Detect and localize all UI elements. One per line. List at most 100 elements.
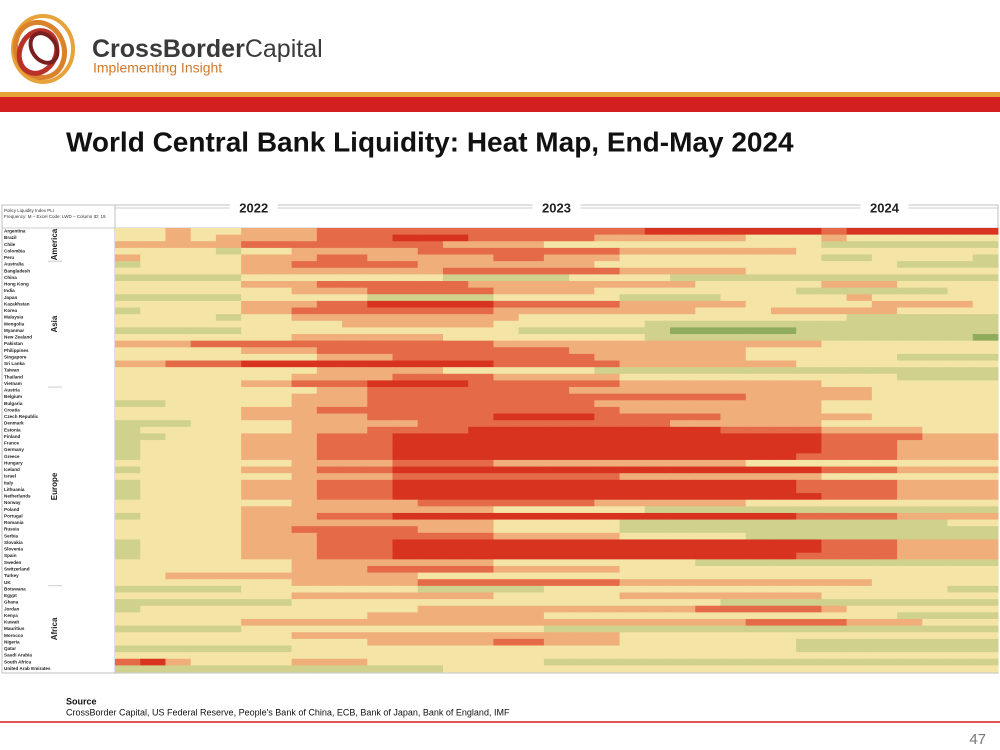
heat-cell <box>442 281 469 289</box>
heat-cell <box>291 658 318 666</box>
heat-cell <box>745 267 772 275</box>
heat-cell <box>745 380 772 388</box>
heat-cell <box>947 234 974 242</box>
heat-cell <box>594 532 620 540</box>
heat-cell <box>720 592 747 600</box>
heat-cell <box>871 314 898 322</box>
heat-cell <box>468 413 494 421</box>
heat-cell <box>821 618 848 627</box>
heat-cell <box>140 274 166 282</box>
heat-cell <box>115 466 141 474</box>
heat-cell <box>140 426 166 434</box>
heat-cell <box>569 353 595 361</box>
heat-cell <box>846 532 873 540</box>
heat-cell <box>468 406 494 414</box>
heat-cell <box>796 559 822 567</box>
heat-cell <box>745 440 772 448</box>
heat-cell <box>770 347 797 355</box>
heat-cell <box>215 572 242 580</box>
heat-cell <box>796 241 822 249</box>
heat-cell <box>821 632 848 640</box>
heat-cell <box>417 261 444 269</box>
heat-cell <box>569 625 595 633</box>
heat-cell <box>670 267 696 275</box>
heat-cell <box>140 327 166 335</box>
heat-cell <box>115 440 141 448</box>
heat-cell <box>720 433 747 441</box>
heat-cell <box>316 413 343 421</box>
heat-cell <box>165 499 192 507</box>
heat-cell <box>140 585 166 593</box>
heat-cell <box>720 526 747 534</box>
heat-cell <box>316 247 343 255</box>
heat-cell <box>871 572 898 580</box>
heat-cell <box>695 420 721 428</box>
heat-cell <box>720 380 747 388</box>
heat-cell <box>543 632 570 640</box>
row-label: Slovakia <box>4 540 23 545</box>
heat-cell <box>468 552 494 560</box>
heat-cell <box>619 247 646 255</box>
heat-cell <box>518 652 545 660</box>
heat-cell <box>770 433 797 441</box>
heat-cell <box>619 294 646 302</box>
heat-cell <box>619 466 646 474</box>
heat-cell <box>594 592 620 600</box>
heat-cell <box>972 612 999 620</box>
heat-cell <box>796 585 822 593</box>
heat-cell <box>922 579 948 587</box>
heat-cell <box>392 572 419 580</box>
heat-cell <box>367 274 393 282</box>
heat-cell <box>922 466 948 474</box>
heat-cell <box>165 565 192 573</box>
heat-cell <box>594 294 620 302</box>
heat-cell <box>947 433 974 441</box>
heat-cell <box>442 327 469 335</box>
heat-cell <box>796 254 822 262</box>
row-label: Egypt <box>4 593 17 598</box>
heat-cell <box>115 247 141 255</box>
heat-cell <box>493 519 520 527</box>
heat-cell <box>644 579 671 587</box>
heat-cell <box>897 367 923 375</box>
heat-cell <box>316 512 343 520</box>
heat-cell <box>367 360 393 368</box>
heat-cell <box>619 652 646 660</box>
heat-cell <box>695 307 721 315</box>
heat-cell <box>342 261 368 269</box>
heat-cell <box>266 380 292 388</box>
heat-cell <box>846 353 873 361</box>
heat-cell <box>215 440 242 448</box>
heat-cell <box>115 546 141 554</box>
heat-cell <box>619 406 646 414</box>
heat-cell <box>594 347 620 355</box>
heat-cell <box>670 247 696 255</box>
heat-cell <box>796 565 822 573</box>
heat-cell <box>569 479 595 487</box>
heat-cell <box>695 353 721 361</box>
heat-cell <box>468 373 494 381</box>
heat-cell <box>644 645 671 653</box>
heat-cell <box>846 347 873 355</box>
heat-cell <box>796 493 822 501</box>
heat-cell <box>922 360 948 368</box>
heat-cell <box>821 393 848 401</box>
heat-cell <box>670 612 696 620</box>
heat-cell <box>897 625 923 633</box>
heat-cell <box>518 347 545 355</box>
heat-cell <box>796 645 822 653</box>
heat-cell <box>417 373 444 381</box>
heat-cell <box>165 400 192 408</box>
heat-cell <box>190 599 217 607</box>
heat-cell <box>947 506 974 514</box>
heat-cell <box>266 347 292 355</box>
heat-cell <box>215 493 242 501</box>
heat-cell <box>821 479 848 487</box>
heat-cell <box>947 652 974 660</box>
heat-cell <box>770 526 797 534</box>
heat-cell <box>569 287 595 295</box>
heat-cell <box>316 592 343 600</box>
heat-cell <box>190 499 217 507</box>
heat-cell <box>670 406 696 414</box>
